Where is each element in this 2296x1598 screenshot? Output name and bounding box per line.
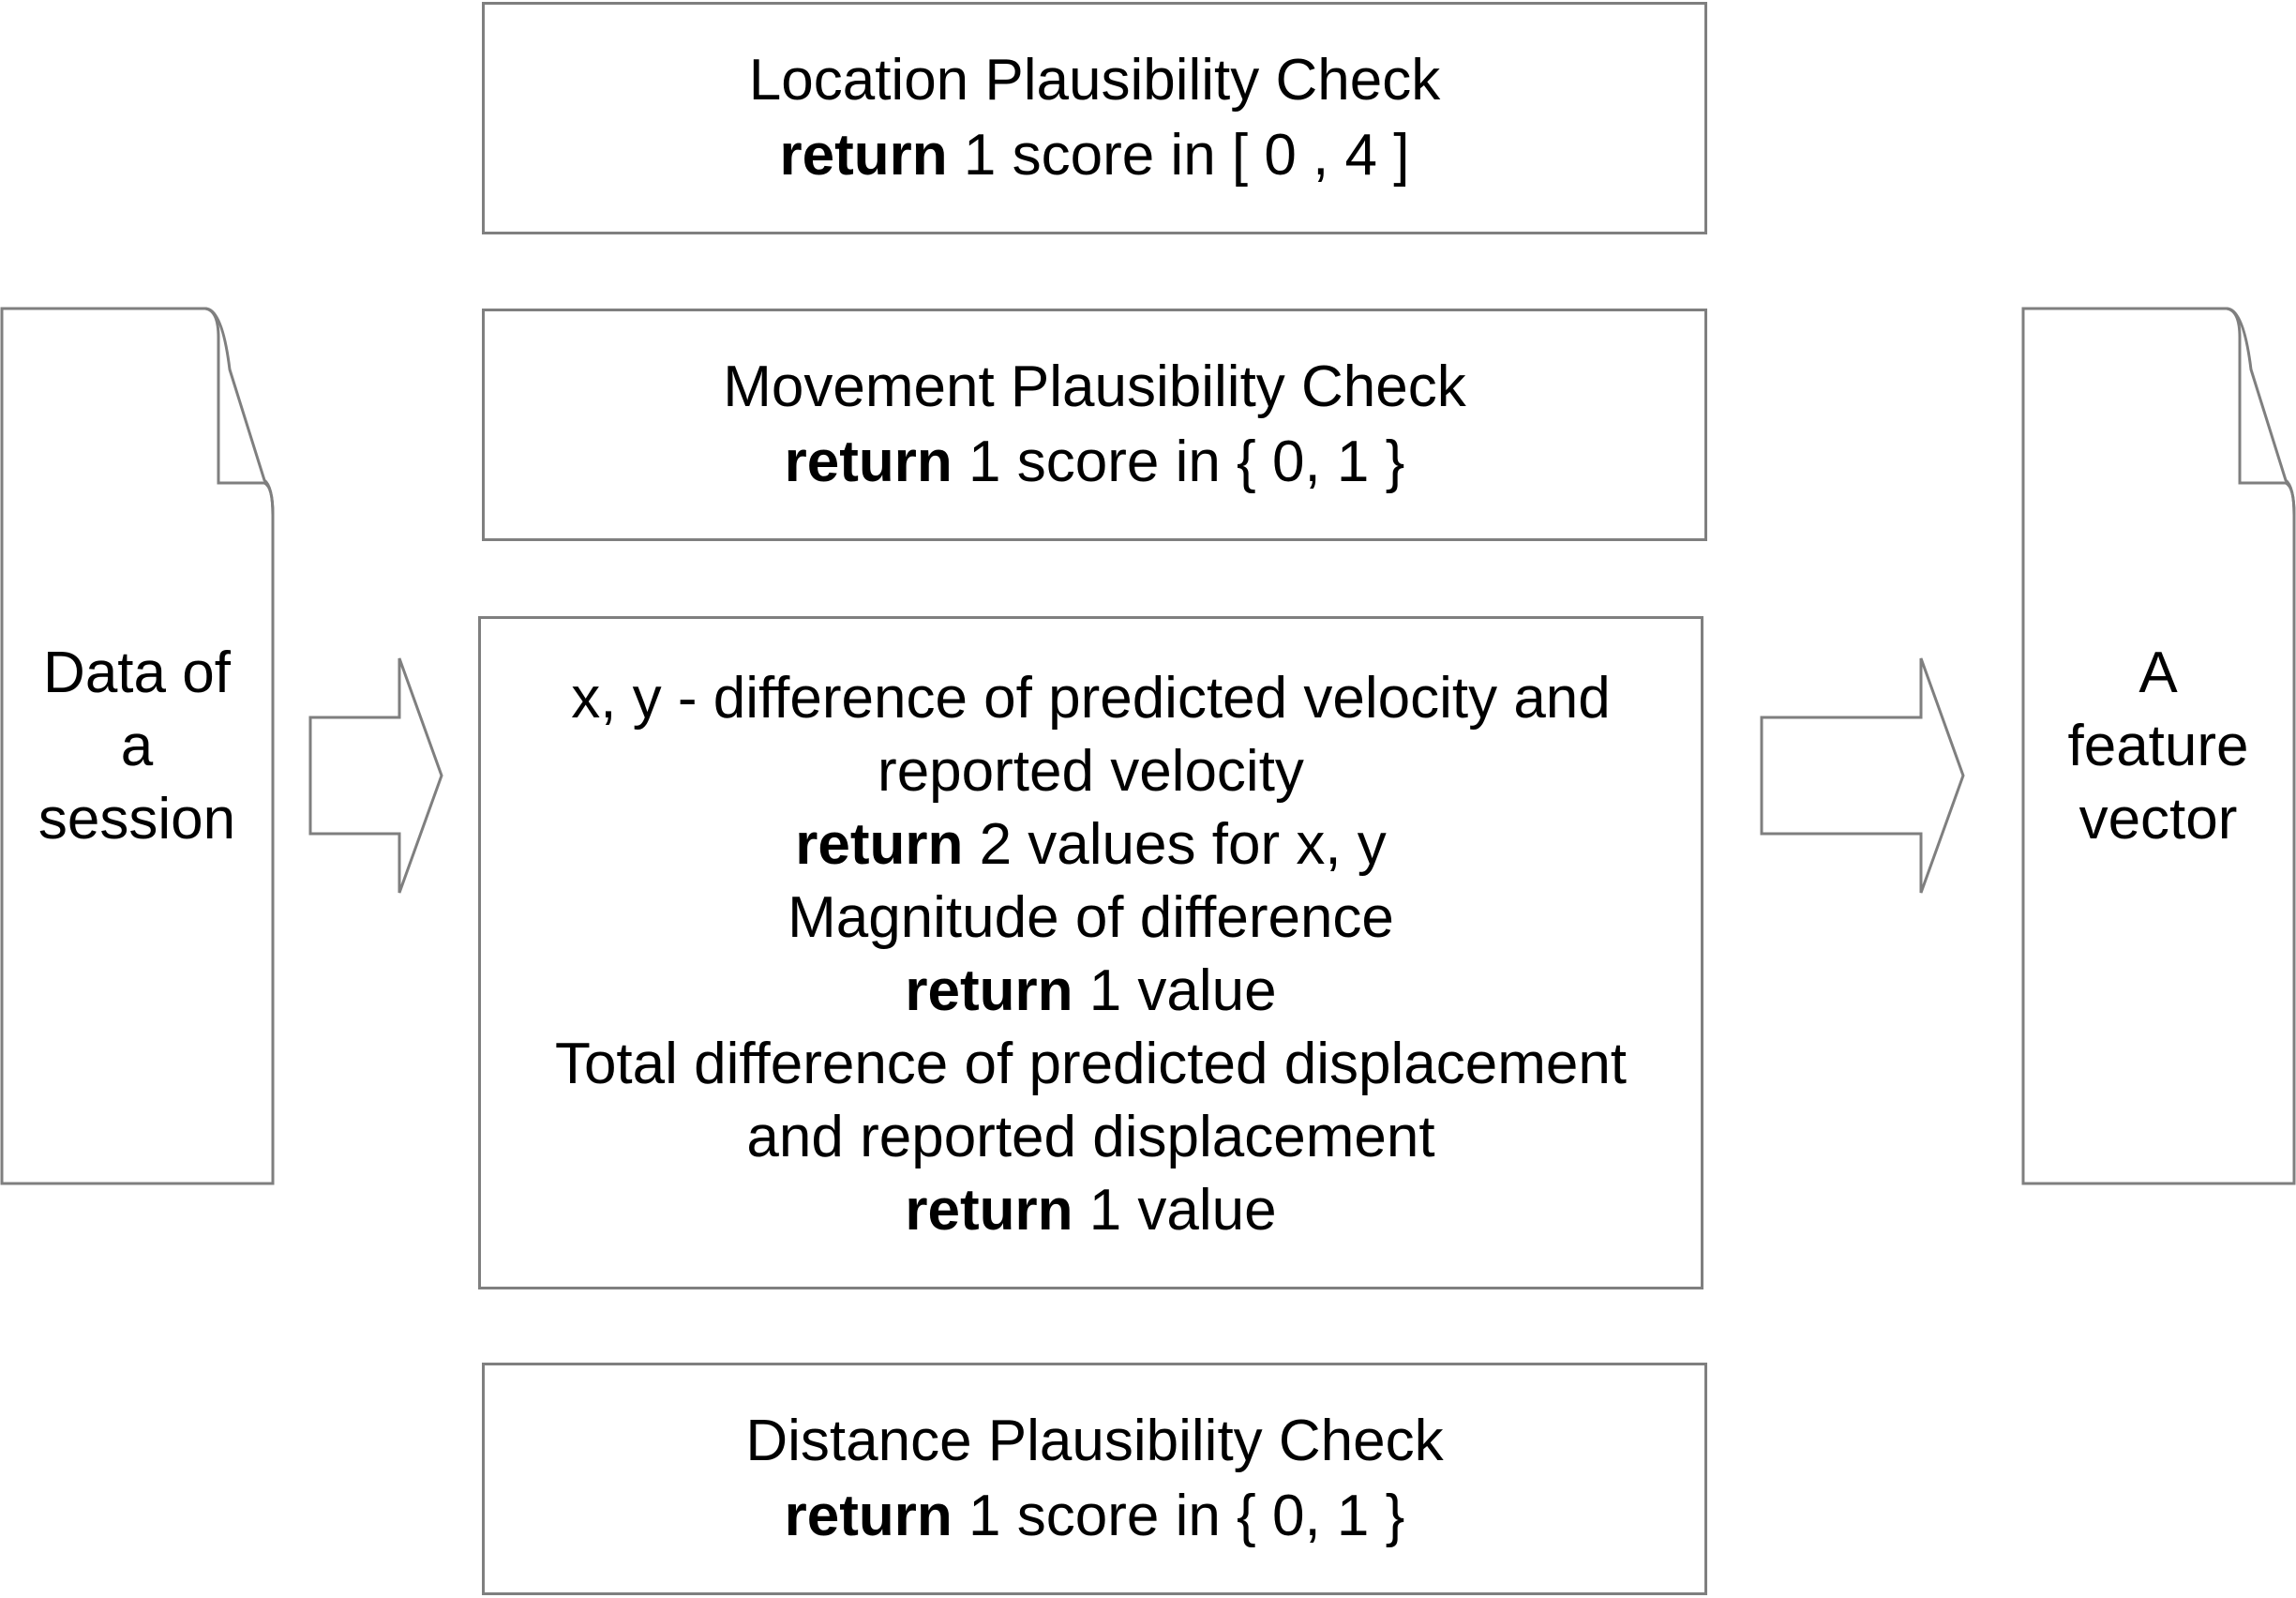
input-document-label: Data of a session: [2, 309, 272, 1183]
velocity-return-line: return 2 values for x, y: [795, 808, 1387, 882]
return-keyword: return: [905, 958, 1073, 1023]
distance-check-return: return 1 score in { 0, 1 }: [785, 1479, 1405, 1554]
return-keyword: return: [905, 1178, 1073, 1243]
movement-check-result: 1 score in { 0, 1 }: [968, 430, 1405, 494]
return-keyword: return: [784, 1484, 953, 1548]
magnitude-return-line: return 1 value: [905, 955, 1276, 1028]
location-check-return: return 1 score in [ 0 , 4 ]: [780, 118, 1410, 193]
displacement-return-result: 1 value: [1088, 1178, 1277, 1243]
output-document-line: feature: [2067, 713, 2249, 778]
location-check-box: Location Plausibility Check return 1 sco…: [482, 2, 1707, 234]
input-document-line: session: [38, 786, 236, 852]
location-check-result: 1 score in [ 0 , 4 ]: [963, 123, 1410, 188]
return-keyword: return: [795, 812, 964, 877]
displacement-line: Total difference of predicted displaceme…: [554, 1032, 1628, 1096]
velocity-difference-line: reported velocity: [878, 739, 1304, 804]
distance-check-box: Distance Plausibility Check return 1 sco…: [482, 1363, 1707, 1595]
velocity-return-result: 2 values for x, y: [979, 812, 1387, 877]
distance-check-title: Distance Plausibility Check: [745, 1409, 1444, 1473]
displacement-return-line: return 1 value: [905, 1174, 1276, 1247]
return-keyword: return: [784, 430, 953, 494]
input-arrow: [308, 657, 443, 894]
magnitude-return-result: 1 value: [1088, 958, 1277, 1023]
input-document-line: a: [120, 713, 154, 778]
return-keyword: return: [779, 123, 948, 188]
location-check-title: Location Plausibility Check: [748, 48, 1441, 113]
input-document-fold: [204, 307, 275, 516]
displacement-line: and reported displacement: [746, 1105, 1435, 1169]
velocity-difference-box: x, y - difference of predicted velocity …: [478, 616, 1703, 1289]
output-document-line: vector: [2078, 786, 2238, 852]
movement-check-title: Movement Plausibility Check: [723, 354, 1466, 419]
movement-check-box: Movement Plausibility Check return 1 sco…: [482, 309, 1707, 541]
movement-check-return: return 1 score in { 0, 1 }: [785, 425, 1405, 500]
input-document-line: Data of: [43, 640, 231, 705]
output-document-fold: [2226, 307, 2296, 516]
output-document-label: A feature vector: [2023, 309, 2293, 1183]
output-document-line: A: [2138, 640, 2178, 705]
output-arrow: [1760, 657, 1965, 894]
velocity-difference-line: x, y - difference of predicted velocity …: [571, 666, 1611, 731]
distance-check-result: 1 score in { 0, 1 }: [968, 1484, 1405, 1548]
magnitude-line: Magnitude of difference: [788, 885, 1394, 950]
